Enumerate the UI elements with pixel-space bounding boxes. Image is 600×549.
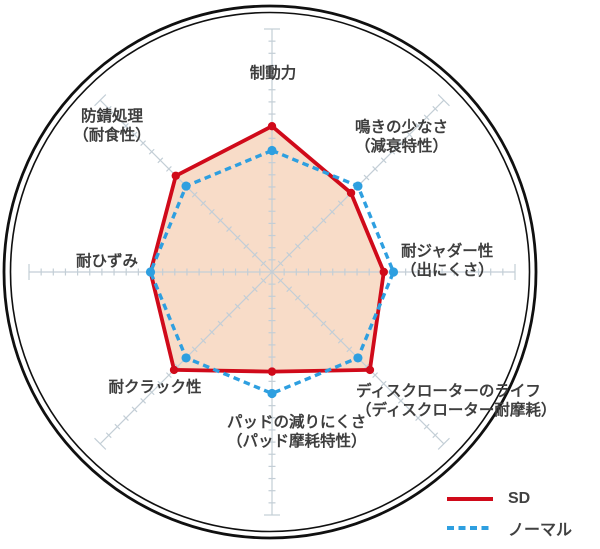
axis-label-rust-prevention: 防錆処理 （耐食性） xyxy=(73,107,151,145)
axis-label-line: （減衰特性） xyxy=(355,138,449,155)
axis-label-braking-power: 制動力 xyxy=(250,64,297,83)
axis-label-strain-resistance: 耐ひずみ xyxy=(76,252,138,271)
axis-label-line: 防錆処理 xyxy=(80,108,144,125)
axis-label-low-squeal: 鳴きの少なさ （減衰特性） xyxy=(355,118,448,156)
legend-item-normal: ノーマル xyxy=(447,518,573,539)
legend-swatch-normal-dashed-line xyxy=(447,526,493,530)
normal-series-markers xyxy=(145,145,399,399)
legend-label-normal: ノーマル xyxy=(508,522,573,539)
rotor-inner-circle xyxy=(9,11,531,533)
axis-label-line: 制動力 xyxy=(249,65,297,82)
axis-label-judder-resistance: 耐ジャダー性 （出にくさ） xyxy=(401,242,494,280)
axis-label-rotor-life: ディスクローターのライフ （ディスクローター耐摩耗） xyxy=(356,382,556,420)
legend-label-sd: SD xyxy=(508,490,531,507)
axis-label-line: 鳴きの少なさ xyxy=(355,119,449,136)
axis-label-line: 耐クラック性 xyxy=(108,379,202,396)
axis-label-line: 耐ジャダー性 xyxy=(401,243,494,260)
axis-label-crack-resistance: 耐クラック性 xyxy=(108,378,201,397)
sd-series-area xyxy=(150,126,384,372)
legend-swatch-sd-solid-line xyxy=(447,497,493,501)
axis-label-line: （ディスクローター耐摩耗） xyxy=(356,402,557,419)
axis-label-line: ディスクローターのライフ xyxy=(356,383,541,400)
axis-label-line: （パッド摩耗特性） xyxy=(227,433,367,450)
axis-label-line: パッドの減りにくさ xyxy=(227,414,367,431)
legend-item-sd: SD xyxy=(447,489,572,509)
normal-series-line xyxy=(148,148,396,396)
axis-label-line: （耐食性） xyxy=(73,127,151,144)
axis-label-line: （出にくさ） xyxy=(401,262,494,279)
legend: SD ノーマル xyxy=(447,489,572,547)
rotor-outer-circle xyxy=(2,4,538,540)
axis-label-line: 耐ひずみ xyxy=(75,253,139,270)
axis-label-pad-wear: パッドの減りにくさ （パッド摩耗特性） xyxy=(227,413,367,451)
